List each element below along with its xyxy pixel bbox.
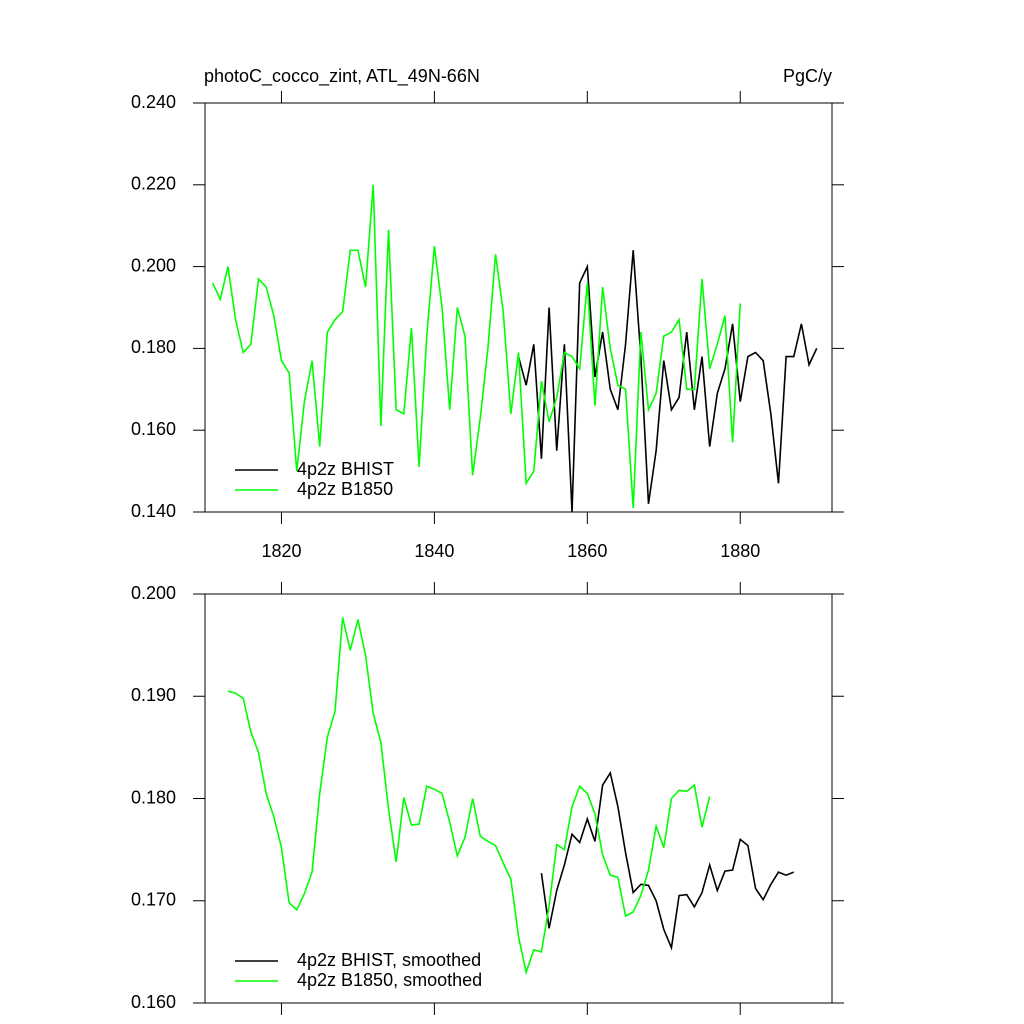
x-tick-label: 1860	[567, 541, 607, 561]
x-tick-label: 1880	[720, 541, 760, 561]
data-line	[227, 617, 711, 976]
data-line	[540, 770, 795, 951]
legend-label: 4p2z B1850, smoothed	[297, 970, 482, 990]
y-tick-label: 0.220	[131, 174, 176, 194]
data-line	[517, 250, 818, 513]
y-tick-label: 0.190	[131, 685, 176, 705]
y-tick-label: 0.140	[131, 501, 176, 521]
x-tick-label: 1820	[261, 541, 301, 561]
data-line	[211, 184, 742, 508]
y-tick-label: 0.180	[131, 787, 176, 807]
y-tick-label: 0.170	[131, 890, 176, 910]
chart-title: photoC_cocco_zint, ATL_49N-66N	[204, 66, 480, 87]
y-tick-label: 0.200	[131, 255, 176, 275]
y-tick-label: 0.160	[131, 992, 176, 1012]
y-tick-label: 0.200	[131, 583, 176, 603]
units-label: PgC/y	[783, 66, 832, 86]
legend-label: 4p2z B1850	[297, 479, 393, 499]
legend-label: 4p2z BHIST	[297, 459, 394, 479]
y-tick-label: 0.180	[131, 337, 176, 357]
y-tick-label: 0.240	[131, 92, 176, 112]
x-tick-label: 1840	[414, 541, 454, 561]
legend-label: 4p2z BHIST, smoothed	[297, 950, 481, 970]
y-tick-label: 0.160	[131, 419, 176, 439]
plot-frame	[204, 593, 833, 1004]
plot-frame	[204, 102, 833, 513]
